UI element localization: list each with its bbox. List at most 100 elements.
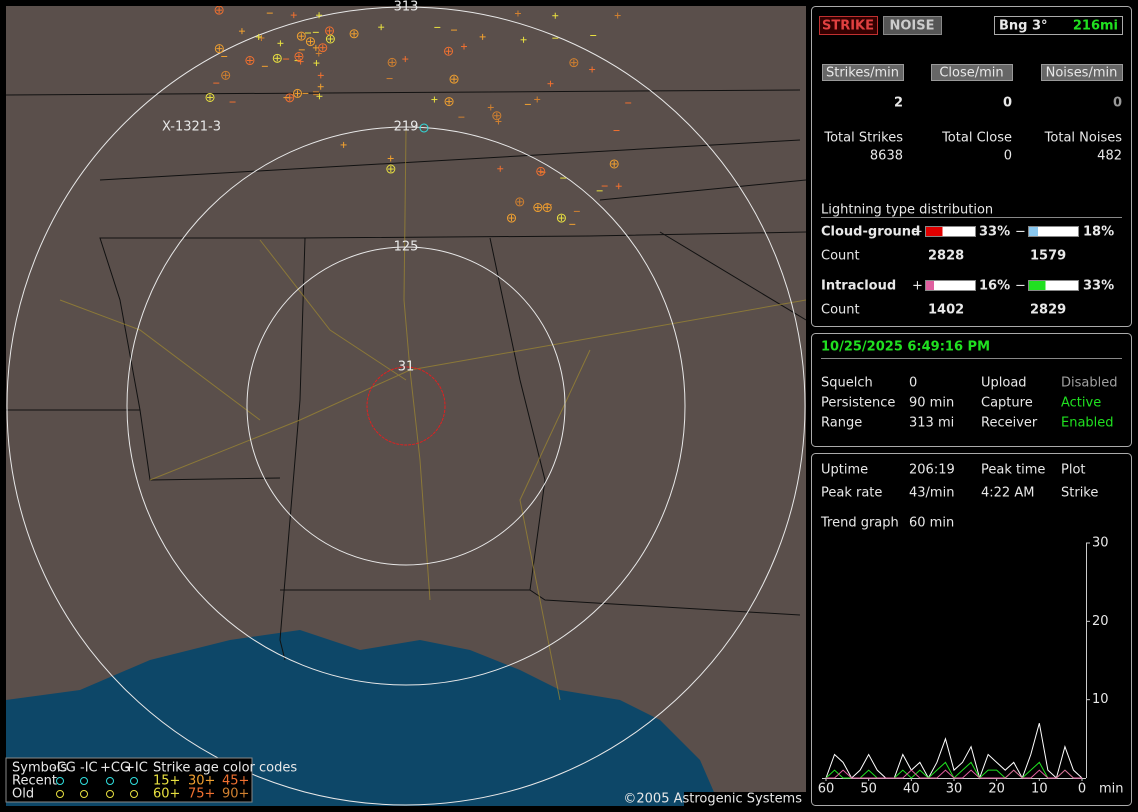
rate-button[interactable] xyxy=(1041,64,1123,81)
trend-line xyxy=(825,723,1083,780)
legend-age: 30+ xyxy=(188,774,215,789)
setting: 90 min xyxy=(909,396,954,411)
total-label: Total Close xyxy=(941,131,1012,146)
strike xyxy=(449,74,459,84)
bar xyxy=(1029,281,1046,290)
stat: Uptime xyxy=(821,463,868,478)
total-label: Total Noises xyxy=(1044,131,1123,146)
ui: 313 219 125 31 X-1321-3 ©2005 Astrogenic Syst… xyxy=(12,0,1124,807)
strike xyxy=(542,203,552,213)
total-label: Total Strikes xyxy=(823,131,903,146)
sign: − xyxy=(1015,279,1026,294)
x-tick-label: 50 xyxy=(860,782,877,797)
map xyxy=(5,6,806,806)
legend-symbol xyxy=(106,777,114,785)
legend-age: 75+ xyxy=(188,787,215,802)
total-value: 0 xyxy=(1004,149,1012,164)
strike xyxy=(245,56,255,66)
bearing-box xyxy=(994,16,1123,35)
noise-button[interactable] xyxy=(883,16,942,35)
legend-header: -CG xyxy=(52,761,76,776)
type-label: Intracloud xyxy=(821,279,896,294)
strike xyxy=(444,97,454,107)
strike xyxy=(492,111,502,121)
total-value: 8638 xyxy=(870,149,903,164)
type-label: Cloud-ground xyxy=(821,225,920,240)
strike xyxy=(296,31,306,41)
legend-row-label: Recent xyxy=(12,774,57,789)
strike xyxy=(569,58,579,68)
rate-button[interactable] xyxy=(822,64,904,81)
strike xyxy=(609,159,619,169)
stat: 4:22 AM xyxy=(981,486,1034,501)
legend-header: +IC xyxy=(124,761,148,776)
strike-symbols xyxy=(205,6,632,225)
roads xyxy=(59,129,806,701)
rate-label: Noises/min xyxy=(1046,66,1118,81)
strike xyxy=(419,123,429,133)
strike xyxy=(515,197,525,207)
stat: 206:19 xyxy=(909,463,955,478)
total-value: 482 xyxy=(1097,149,1122,164)
legend-age: 90+ xyxy=(222,787,249,802)
range-label: 31 xyxy=(398,360,415,375)
rate-value: 0 xyxy=(1113,96,1122,111)
legend-box xyxy=(5,757,253,803)
setting: Disabled xyxy=(1061,376,1117,391)
station-label: X-1321-3 xyxy=(162,120,221,135)
percent-label: 16% xyxy=(979,279,1010,294)
setting: 0 xyxy=(909,376,917,391)
strike-button[interactable] xyxy=(819,16,878,35)
legend-symbol xyxy=(80,777,88,785)
strike xyxy=(293,88,303,98)
legend-age: 15+ xyxy=(153,774,180,789)
stat: Peak time xyxy=(981,463,1045,478)
x-tick-label: 30 xyxy=(946,782,963,797)
strike xyxy=(507,213,517,223)
bar-track xyxy=(925,280,976,291)
setting: Upload xyxy=(981,376,1027,391)
setting: 313 mi xyxy=(909,416,954,431)
range-label: 125 xyxy=(394,240,419,255)
bar-track xyxy=(1028,226,1079,237)
noise-button-label: NOISE xyxy=(889,19,934,34)
count: 1402 xyxy=(928,303,964,318)
stat: Strike xyxy=(1061,486,1098,501)
percent-label: 18% xyxy=(1083,225,1114,240)
setting: Squelch xyxy=(821,376,873,391)
trend-line xyxy=(826,769,1082,779)
legend-row-label: Old xyxy=(12,787,34,802)
bar-track xyxy=(1028,280,1079,291)
x-tick-label: 60 xyxy=(818,782,835,797)
x-tick-label: 20 xyxy=(988,782,1005,797)
bearing: Bng 3° xyxy=(999,19,1048,34)
count: 1579 xyxy=(1030,249,1066,264)
percent-label: 33% xyxy=(979,225,1010,240)
strike xyxy=(325,34,335,44)
legend-symbol xyxy=(130,777,138,785)
strike xyxy=(272,53,282,63)
panels xyxy=(811,6,1132,806)
sign: − xyxy=(1015,225,1026,240)
strike xyxy=(349,29,359,39)
legend-title: Symbols xyxy=(12,761,67,776)
legend-symbol xyxy=(106,790,114,798)
legend-symbol xyxy=(56,777,64,785)
x-unit: min xyxy=(1099,782,1124,797)
range-label: 313 xyxy=(394,0,419,15)
strike xyxy=(214,44,224,54)
range-rings xyxy=(6,6,806,806)
setting: Enabled xyxy=(1061,416,1114,431)
distance: 216mi xyxy=(1073,19,1118,34)
legend-header: -IC xyxy=(80,761,98,776)
legend-age: 60+ xyxy=(153,787,180,802)
legend-symbol xyxy=(130,790,138,798)
strike xyxy=(444,46,454,56)
count: 2829 xyxy=(1030,303,1066,318)
trend-label: Trend graph xyxy=(820,516,899,531)
setting: Receiver xyxy=(981,416,1038,431)
setting: Capture xyxy=(981,396,1033,411)
copyright-box xyxy=(684,792,806,806)
rate-button[interactable] xyxy=(931,64,1013,81)
count: 2828 xyxy=(928,249,964,264)
